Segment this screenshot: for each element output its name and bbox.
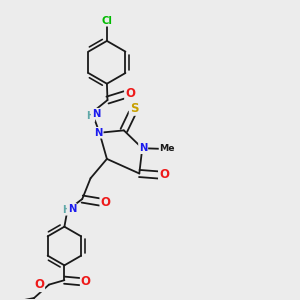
Text: Me: Me [160, 144, 175, 153]
Text: N: N [92, 109, 100, 119]
Text: H: H [62, 205, 70, 215]
Text: Cl: Cl [101, 16, 112, 26]
Text: O: O [34, 278, 44, 291]
Text: O: O [159, 169, 169, 182]
Text: O: O [125, 87, 135, 100]
Text: O: O [100, 196, 110, 208]
Text: H: H [86, 111, 94, 121]
Text: N: N [68, 204, 76, 214]
Text: N: N [94, 128, 103, 138]
Text: N: N [139, 143, 147, 153]
Text: S: S [130, 102, 138, 115]
Text: O: O [81, 275, 91, 288]
